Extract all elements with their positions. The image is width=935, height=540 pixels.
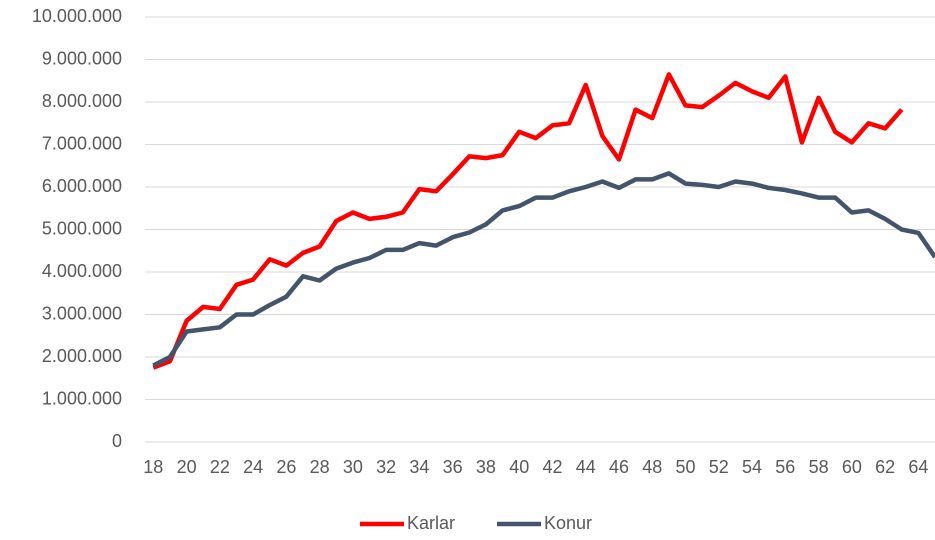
- y-tick-label: 3.000.000: [42, 303, 122, 323]
- y-tick-label: 9.000.000: [42, 48, 122, 68]
- x-tick-label: 44: [576, 457, 596, 477]
- x-tick-label: 38: [476, 457, 496, 477]
- x-tick-label: 52: [709, 457, 729, 477]
- x-tick-label: 18: [143, 457, 163, 477]
- x-tick-label: 48: [642, 457, 662, 477]
- y-tick-label: 7.000.000: [42, 133, 122, 153]
- x-tick-label: 60: [842, 457, 862, 477]
- x-tick-label: 56: [775, 457, 795, 477]
- x-tick-label: 36: [443, 457, 463, 477]
- y-tick-label: 6.000.000: [42, 176, 122, 196]
- legend-label: Konur: [544, 513, 592, 533]
- x-tick-label: 42: [542, 457, 562, 477]
- y-tick-label: 2.000.000: [42, 346, 122, 366]
- x-tick-label: 34: [409, 457, 429, 477]
- x-tick-label: 54: [742, 457, 762, 477]
- x-tick-label: 58: [809, 457, 829, 477]
- line: [152, 171, 935, 368]
- y-tick-label: 5.000.000: [42, 218, 122, 238]
- line: [152, 72, 904, 370]
- y-tick-label: 4.000.000: [42, 261, 122, 281]
- legend-label: Karlar: [407, 513, 455, 533]
- y-tick-label: 8.000.000: [42, 91, 122, 111]
- x-tick-label: 32: [376, 457, 396, 477]
- x-tick-label: 64: [908, 457, 928, 477]
- y-tick-label: 0: [112, 431, 122, 451]
- x-tick-label: 62: [875, 457, 895, 477]
- x-tick-label: 20: [177, 457, 197, 477]
- x-tick-label: 46: [609, 457, 629, 477]
- y-tick-label: 10.000.000: [32, 6, 122, 26]
- x-tick-label: 26: [276, 457, 296, 477]
- x-tick-label: 30: [343, 457, 363, 477]
- x-tick-label: 24: [243, 457, 263, 477]
- x-tick-label: 50: [676, 457, 696, 477]
- x-tick-label: 28: [310, 457, 330, 477]
- y-tick-label: 1.000.000: [42, 388, 122, 408]
- x-tick-label: 40: [509, 457, 529, 477]
- x-tick-label: 22: [210, 457, 230, 477]
